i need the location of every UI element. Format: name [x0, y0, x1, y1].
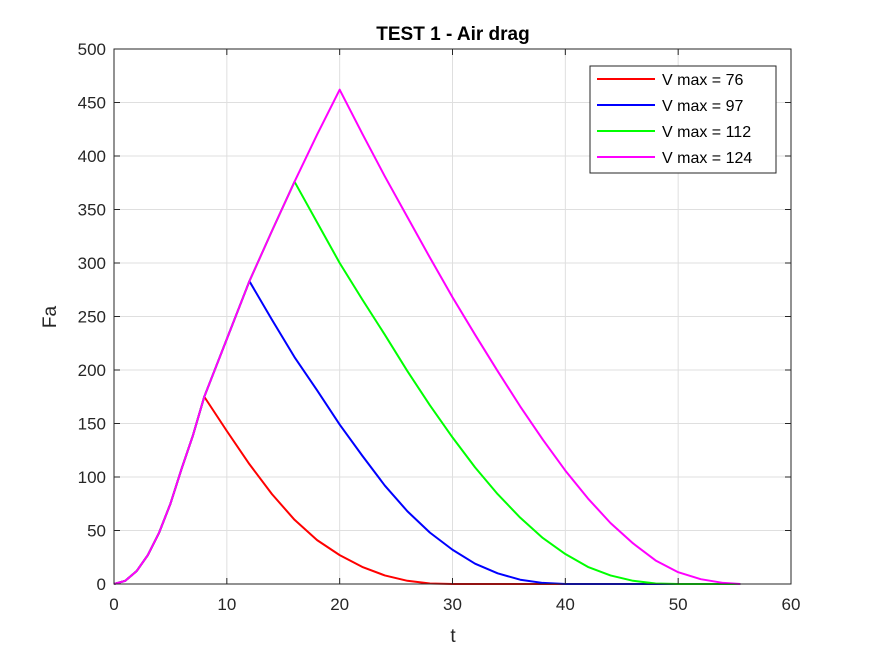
y-tick-label: 250 [78, 308, 106, 327]
x-axis-label: t [450, 626, 456, 647]
chart-title: TEST 1 - Air drag [376, 24, 529, 45]
x-tick-label: 60 [782, 595, 801, 614]
legend-label-1: V max = 76 [662, 72, 743, 89]
y-tick-label: 100 [78, 468, 106, 487]
y-tick-label: 150 [78, 415, 106, 434]
y-tick-label: 200 [78, 361, 106, 380]
grid [114, 49, 791, 584]
y-tick-label: 400 [78, 147, 106, 166]
x-tick-label: 20 [330, 595, 349, 614]
legend-label-4: V max = 124 [662, 150, 752, 167]
y-tick-label: 500 [78, 40, 106, 59]
y-tick-label: 300 [78, 254, 106, 273]
x-tick-label: 30 [443, 595, 462, 614]
x-tick-label: 0 [109, 595, 118, 614]
x-tick-label: 40 [556, 595, 575, 614]
y-tick-label: 450 [78, 94, 106, 113]
y-tick-label: 0 [97, 575, 106, 594]
y-tick-label: 350 [78, 201, 106, 220]
ticks [113, 48, 792, 585]
series-line-4 [113, 88, 741, 585]
legend-box [589, 65, 777, 174]
tick-labels: 0 10 20 30 40 50 60 0 50 100 150 200 250 300 350 400 450… [78, 40, 801, 614]
legend: V max = 76 V max = 97 V max = 112 V max = 1… [589, 65, 777, 174]
legend-label-2: V max = 97 [662, 98, 743, 115]
y-axis-label: Fa [40, 305, 61, 328]
x-tick-label: 10 [217, 595, 236, 614]
x-tick-label: 50 [669, 595, 688, 614]
legend-label-3: V max = 112 [662, 124, 751, 141]
y-tick-label: 50 [87, 522, 106, 541]
